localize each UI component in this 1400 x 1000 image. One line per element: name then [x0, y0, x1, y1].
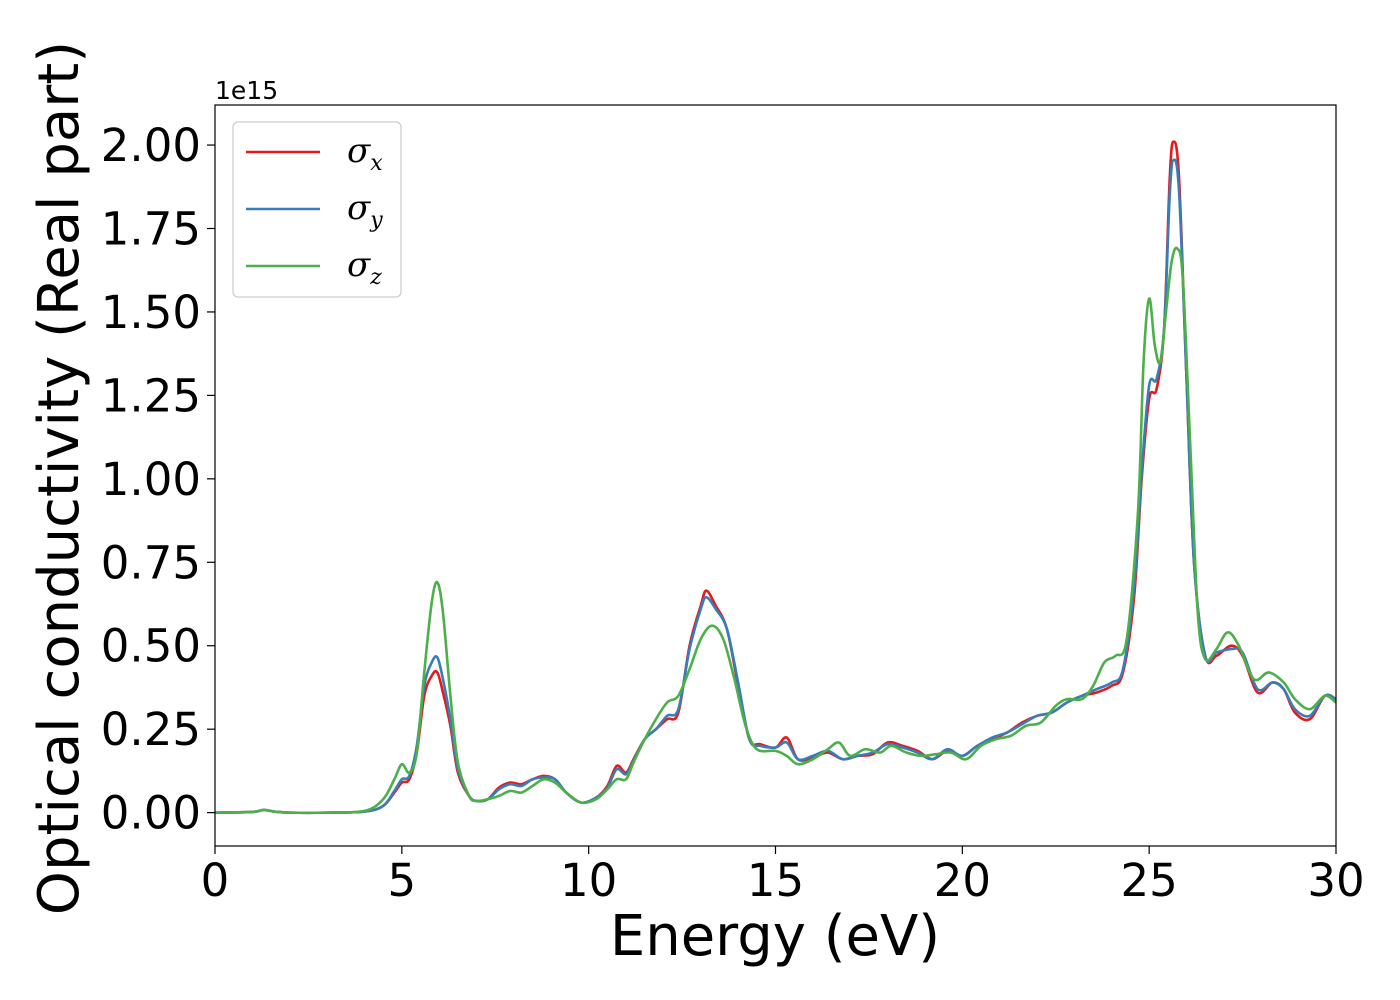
x-tick-label: 15 — [747, 854, 804, 907]
y-tick-label: 1.25 — [101, 369, 201, 422]
x-tick-label: 0 — [201, 854, 230, 907]
y-tick-label: 0.25 — [101, 703, 201, 756]
y-tick-label: 2.00 — [101, 119, 201, 172]
y-offset-label: 1e15 — [215, 76, 278, 105]
y-tick-label: 1.50 — [101, 286, 201, 339]
y-axis-title: Optical conductivity (Real part) — [27, 41, 92, 915]
series-line-x — [215, 140, 1336, 815]
legend: σx σy σz — [232, 121, 402, 298]
legend-label-z: σz — [347, 245, 382, 290]
y-tick-label: 1.75 — [101, 203, 201, 256]
x-tick-label: 5 — [388, 854, 417, 907]
y-tick-label: 0.75 — [101, 536, 201, 589]
x-tick-label: 10 — [560, 854, 617, 907]
ticks-layer: 0 5 10 15 20 25 30 0.00 0.25 0.50 0.75 1.00 1.25 1.50… — [101, 119, 1365, 907]
legend-label-y: σy — [347, 188, 383, 233]
series-line-z — [215, 246, 1336, 815]
x-tick-label: 20 — [934, 854, 991, 907]
series-layer — [215, 140, 1336, 815]
x-tick-label: 30 — [1307, 854, 1364, 907]
series-line-y — [215, 158, 1336, 815]
y-tick-label: 0.50 — [101, 620, 201, 673]
y-tick-label: 0.00 — [101, 787, 201, 840]
x-axis-title: Energy (eV) — [610, 904, 940, 969]
y-tick-label: 1.00 — [101, 453, 201, 506]
legend-label-x: σx — [347, 131, 383, 176]
x-tick-label: 25 — [1121, 854, 1178, 907]
